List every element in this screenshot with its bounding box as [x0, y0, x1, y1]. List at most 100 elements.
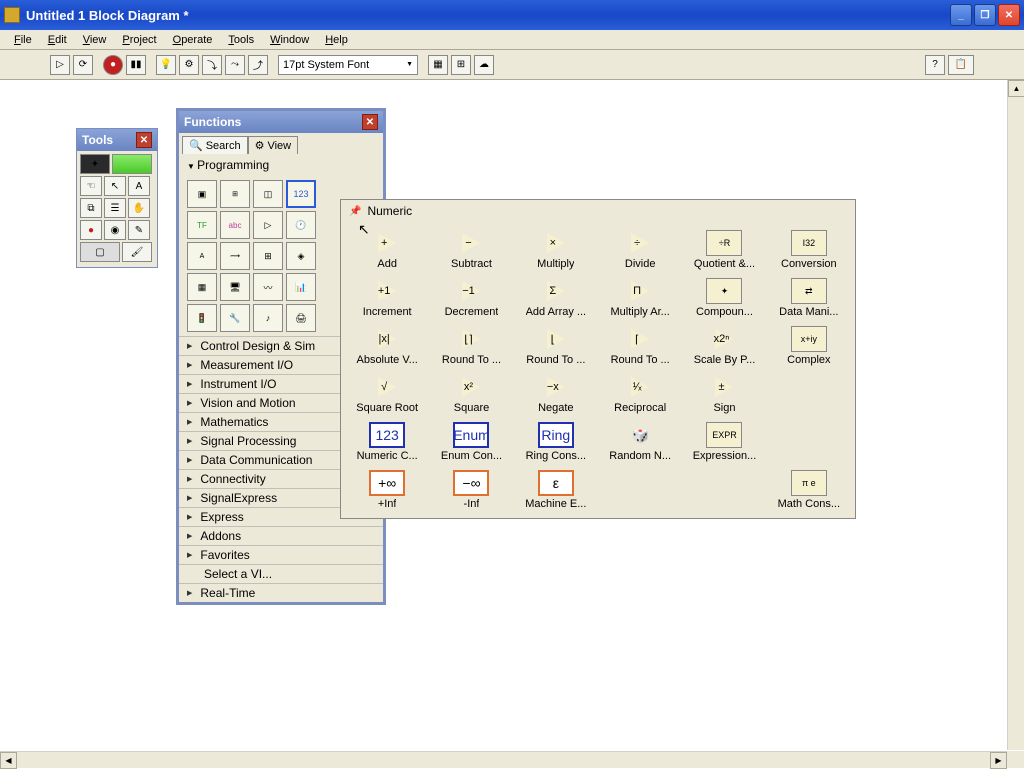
align-button[interactable]: ▦: [428, 55, 448, 75]
dialog-icon[interactable]: ⊞: [253, 242, 283, 270]
cat-addons[interactable]: Addons: [179, 526, 383, 545]
retain-button[interactable]: ⚙: [179, 55, 199, 75]
close-button[interactable]: ✕: [998, 4, 1020, 26]
numeric-item-quotient-[interactable]: ÷RQuotient &...: [682, 226, 766, 274]
menu-window[interactable]: Window: [262, 32, 317, 48]
numeric-item-round-to-[interactable]: ⌊⌉Round To ...: [429, 322, 513, 370]
timing-icon[interactable]: 🕐: [286, 211, 316, 239]
numeric-item--inf[interactable]: −∞-Inf: [429, 466, 513, 514]
menu-project[interactable]: Project: [114, 32, 164, 48]
numeric-item-conversion[interactable]: I32Conversion: [767, 226, 851, 274]
scroll-left-icon[interactable]: ◀: [0, 752, 17, 769]
numeric-item-scale-by-p-[interactable]: x2ⁿScale By P...: [682, 322, 766, 370]
pause-button[interactable]: ▮▮: [126, 55, 146, 75]
misc3-icon[interactable]: ♪: [253, 304, 283, 332]
menu-view[interactable]: View: [75, 32, 115, 48]
numeric-item-absolute-v-[interactable]: |x|Absolute V...: [345, 322, 429, 370]
numeric-item-decrement[interactable]: −1Decrement: [429, 274, 513, 322]
numeric-item-negate[interactable]: −xNegate: [514, 370, 598, 418]
numeric-item-enum-con-[interactable]: EnumEnum Con...: [429, 418, 513, 466]
search-tab[interactable]: 🔍 Search: [182, 136, 248, 154]
step-out-button[interactable]: ⤴: [248, 55, 268, 75]
array-icon[interactable]: ⊞: [220, 180, 250, 208]
position-tool[interactable]: ↖: [104, 176, 126, 196]
step-over-button[interactable]: ⤳: [225, 55, 245, 75]
numeric-item-subtract[interactable]: −Subtract: [429, 226, 513, 274]
scroll-up-icon[interactable]: ▲: [1008, 80, 1024, 97]
string-icon[interactable]: abc: [220, 211, 250, 239]
report-icon[interactable]: 〰: [253, 273, 283, 301]
waveform-icon[interactable]: ⟿: [220, 242, 250, 270]
structures-icon[interactable]: ▣: [187, 180, 217, 208]
cat-favorites[interactable]: Favorites: [179, 545, 383, 564]
numeric-item-round-to-[interactable]: ⌊Round To ...: [514, 322, 598, 370]
boolean-icon[interactable]: TF: [187, 211, 217, 239]
numeric-item-multiply[interactable]: ×Multiply: [514, 226, 598, 274]
comparison-icon[interactable]: ▷: [253, 211, 283, 239]
breakpoint-tool[interactable]: ●: [80, 220, 102, 240]
numeric-item-ring-cons-[interactable]: RingRing Cons...: [514, 418, 598, 466]
numeric-item-data-mani-[interactable]: ⇄Data Mani...: [767, 274, 851, 322]
probe-tool[interactable]: ◉: [104, 220, 126, 240]
numeric-item-square-root[interactable]: √Square Root: [345, 370, 429, 418]
wiring-tool[interactable]: ⧉: [80, 198, 102, 218]
reorder-button[interactable]: ☁: [474, 55, 494, 75]
run-cont-button[interactable]: ⟳: [73, 55, 93, 75]
numeric-icon[interactable]: 123: [286, 180, 316, 208]
horizontal-scrollbar[interactable]: ◀ ▶: [0, 751, 1007, 768]
numeric-item-increment[interactable]: +1Increment: [345, 274, 429, 322]
functions-palette-title[interactable]: Functions ✕: [179, 111, 383, 133]
misc1-icon[interactable]: 🚦: [187, 304, 217, 332]
cluster-icon[interactable]: ◫: [253, 180, 283, 208]
color-copy-tool[interactable]: ✎: [128, 220, 150, 240]
file-icon[interactable]: A: [187, 242, 217, 270]
step-into-button[interactable]: ⤵: [202, 55, 222, 75]
abort-button[interactable]: ●: [103, 55, 123, 75]
vertical-scrollbar[interactable]: ▲: [1007, 80, 1024, 750]
cat-realtime[interactable]: Real-Time: [179, 583, 383, 602]
color-tool[interactable]: 🖌: [122, 242, 152, 262]
highlight-button[interactable]: 💡: [156, 55, 176, 75]
numeric-item-sign[interactable]: ±Sign: [682, 370, 766, 418]
shortcut-tool[interactable]: ☰: [104, 198, 126, 218]
misc4-icon[interactable]: 🖨: [286, 304, 316, 332]
scroll-tool[interactable]: ✋: [128, 198, 150, 218]
color-bg-tool[interactable]: ▢: [80, 242, 120, 262]
misc2-icon[interactable]: 🔧: [220, 304, 250, 332]
numeric-item-numeric-c-[interactable]: 123Numeric C...: [345, 418, 429, 466]
operate-tool[interactable]: ☜: [80, 176, 102, 196]
menu-tools[interactable]: Tools: [220, 32, 262, 48]
menu-edit[interactable]: Edit: [40, 32, 75, 48]
numeric-item-add-array-[interactable]: ΣAdd Array ...: [514, 274, 598, 322]
numeric-item--inf[interactable]: +∞+Inf: [345, 466, 429, 514]
numeric-item-add[interactable]: +Add: [345, 226, 429, 274]
auto-indicator[interactable]: [112, 154, 152, 174]
minimize-button[interactable]: _: [950, 4, 972, 26]
auto-tool-button[interactable]: ✦: [80, 154, 110, 174]
run-button[interactable]: ▷: [50, 55, 70, 75]
numeric-item-machine-e-[interactable]: εMachine E...: [514, 466, 598, 514]
label-tool[interactable]: A: [128, 176, 150, 196]
view-tab[interactable]: ⚙ View: [248, 136, 299, 154]
numeric-item-expression-[interactable]: EXPRExpression...: [682, 418, 766, 466]
numeric-item-math-cons-[interactable]: π eMath Cons...: [767, 466, 851, 514]
numeric-item-divide[interactable]: ÷Divide: [598, 226, 682, 274]
font-select[interactable]: 17pt System Font▼: [278, 55, 418, 75]
graphics-icon[interactable]: 🖥: [220, 273, 250, 301]
numeric-item-round-to-[interactable]: ⌈Round To ...: [598, 322, 682, 370]
menu-operate[interactable]: Operate: [165, 32, 221, 48]
functions-close-button[interactable]: ✕: [362, 114, 378, 130]
maximize-button[interactable]: ❐: [974, 4, 996, 26]
cat-selectvi[interactable]: Select a VI...: [179, 564, 383, 583]
numeric-item-compoun-[interactable]: ✦Compoun...: [682, 274, 766, 322]
menu-file[interactable]: File: [6, 32, 40, 48]
scroll-right-icon[interactable]: ▶: [990, 752, 1007, 769]
numeric-title[interactable]: 📌 Numeric: [341, 200, 855, 222]
menu-help[interactable]: Help: [317, 32, 356, 48]
sync-icon[interactable]: ▦: [187, 273, 217, 301]
help-button[interactable]: ?: [925, 55, 945, 75]
distribute-button[interactable]: ⊞: [451, 55, 471, 75]
numeric-item-square[interactable]: x²Square: [429, 370, 513, 418]
tools-close-button[interactable]: ✕: [136, 132, 152, 148]
programming-header[interactable]: Programming: [179, 154, 383, 176]
